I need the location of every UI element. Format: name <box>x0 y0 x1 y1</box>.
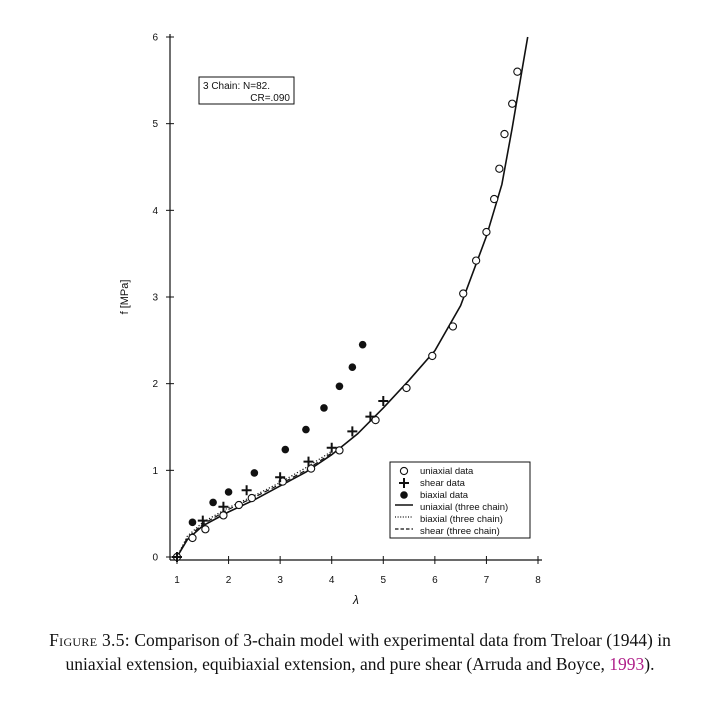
chart-axes: 0 1 2 3 4 5 6 1 2 3 4 5 6 7 8 <box>152 33 542 586</box>
open-circle-point <box>219 511 228 520</box>
y-tick-label: 4 <box>152 206 158 217</box>
x-tick-label: 3 <box>277 575 283 586</box>
x-tick-label: 5 <box>381 575 387 586</box>
open-circle-point <box>335 446 344 455</box>
plus-point <box>347 426 358 437</box>
plus-point <box>326 442 337 453</box>
curve-dotted <box>176 450 333 558</box>
legend-symbol-filled-circle <box>400 491 408 499</box>
filled-circle-point <box>188 518 197 527</box>
filled-circle-point <box>209 498 217 507</box>
legend-symbol-plus <box>399 478 409 488</box>
legend-label: biaxial (three chain) <box>420 514 503 525</box>
filled-circle-point <box>302 425 310 434</box>
open-circle-point <box>508 99 517 108</box>
open-circle-point <box>513 67 522 76</box>
annotation-line-1: 3 Chain: N=82. <box>203 81 270 92</box>
filled-circle-point <box>320 404 328 412</box>
caption-text: Comparison of 3-chain model with experim… <box>65 630 671 674</box>
open-circle-point <box>500 129 509 139</box>
caption-closing: ). <box>644 654 655 674</box>
y-tick-label: 2 <box>152 379 158 390</box>
legend-label: shear data <box>420 478 466 489</box>
x-axis-label: λ <box>352 593 359 607</box>
x-tick-label: 4 <box>329 575 335 586</box>
plus-point <box>197 515 208 526</box>
plus-point <box>218 501 229 512</box>
open-circle-point <box>371 415 380 425</box>
open-circle-point <box>234 500 244 510</box>
open-circle-point <box>306 464 316 473</box>
filled-circle-point <box>224 488 233 496</box>
y-tick-label: 0 <box>152 553 158 564</box>
open-circle-point <box>402 383 411 393</box>
open-circle-point <box>247 493 256 503</box>
filled-circle-point <box>250 469 259 477</box>
y-tick-label: 6 <box>152 33 158 44</box>
stress-stretch-chart: 0 1 2 3 4 5 6 1 2 3 4 5 6 7 8 f [MPa] λ 3 Chain: N=82.… <box>119 33 542 607</box>
plus-point <box>172 552 182 562</box>
plus-point <box>275 472 286 483</box>
legend-label: uniaxial (three chain) <box>420 502 508 513</box>
open-circle-point <box>495 164 504 173</box>
caption-citation-link[interactable]: 1993 <box>609 654 645 674</box>
annotation-line-2: CR=.090 <box>250 93 290 104</box>
plus-point <box>365 411 376 422</box>
plus-point <box>378 396 389 406</box>
legend-label: biaxial data <box>420 490 469 501</box>
filled-circle-point <box>358 340 367 349</box>
y-tick-label: 3 <box>152 293 158 304</box>
x-tick-label: 7 <box>484 575 490 586</box>
open-circle-point <box>471 256 481 265</box>
legend-label: uniaxial data <box>420 466 474 477</box>
plus-point <box>241 485 252 496</box>
open-circle-point <box>428 351 437 361</box>
filled-circle-point <box>281 445 290 454</box>
open-circle-point <box>490 194 499 204</box>
y-axis-label: f [MPa] <box>119 280 131 315</box>
x-tick-label: 6 <box>432 575 438 586</box>
open-circle-point <box>188 533 197 543</box>
legend-symbol-open-circle <box>399 466 409 476</box>
y-tick-label: 1 <box>152 466 158 477</box>
model-annotation-box: 3 Chain: N=82. CR=.090 <box>198 76 295 105</box>
x-tick-label: 1 <box>174 575 180 586</box>
open-circle-point <box>482 227 491 237</box>
filled-circle-point <box>348 363 357 372</box>
caption-label: Figure 3.5: <box>49 630 130 650</box>
open-circle-point <box>201 525 210 534</box>
figure-caption: Figure 3.5: Comparison of 3-chain model … <box>30 628 690 676</box>
data-points <box>172 67 522 562</box>
legend-label: shear (three chain) <box>420 526 500 537</box>
filled-circle-point <box>335 382 344 391</box>
y-tick-label: 5 <box>152 119 158 130</box>
x-tick-label: 2 <box>226 575 232 586</box>
x-tick-label: 8 <box>535 575 541 586</box>
open-circle-point <box>448 322 458 331</box>
plus-point <box>303 456 314 467</box>
open-circle-point <box>459 289 468 298</box>
